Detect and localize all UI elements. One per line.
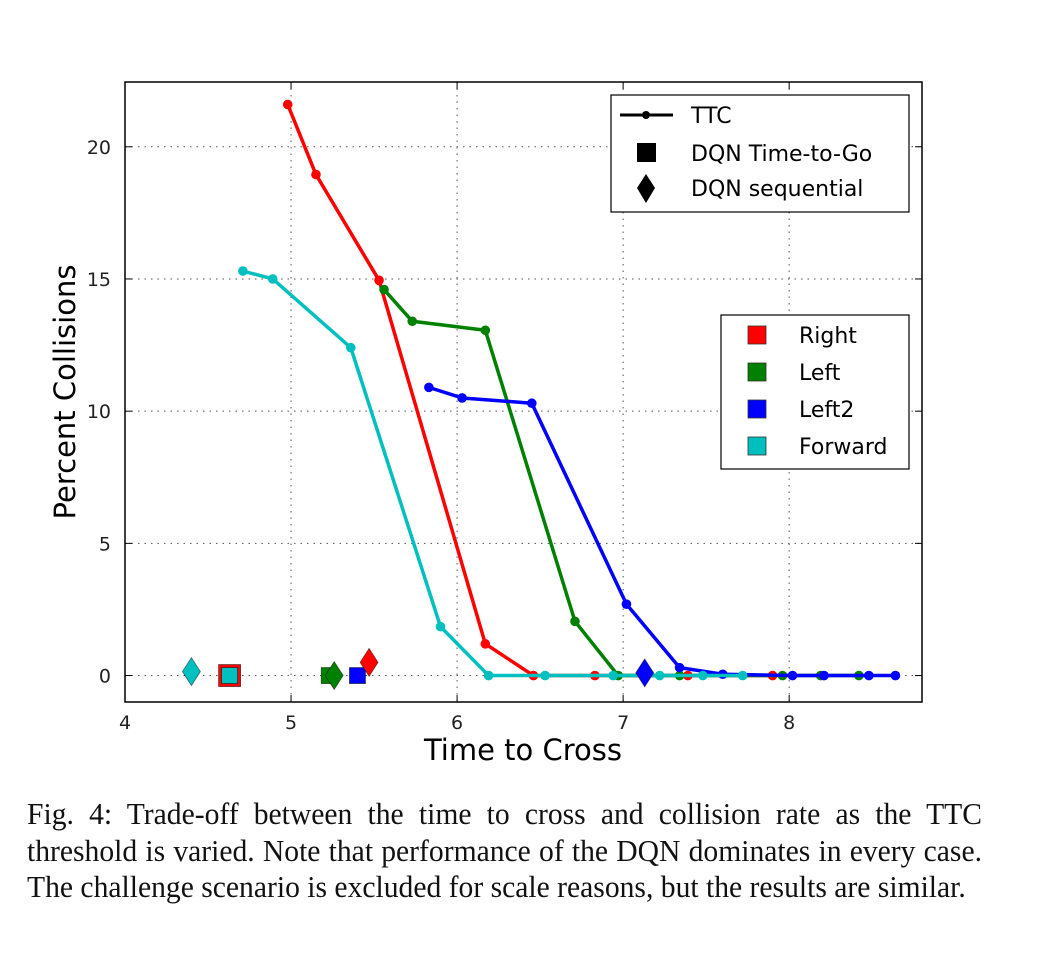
legend-label: Forward bbox=[799, 435, 887, 460]
dqn-sequential-marker-left bbox=[324, 660, 344, 691]
figure-caption: Fig. 4: Trade-off between the time to cr… bbox=[27, 796, 982, 906]
series-point bbox=[424, 382, 434, 393]
series-point bbox=[282, 99, 293, 110]
series-point bbox=[608, 670, 618, 681]
legend-scenarios: Right Left Left2 Forward bbox=[720, 314, 910, 470]
dqn-time-to-go-marker-forward bbox=[221, 667, 239, 684]
legend-item-line-dot: TTC bbox=[620, 104, 732, 129]
legend-item-forward: Forward bbox=[747, 435, 887, 460]
legend-item-left: Left bbox=[747, 361, 841, 386]
series-point bbox=[480, 325, 491, 336]
series-point bbox=[570, 616, 580, 627]
series-point bbox=[890, 670, 901, 681]
series-point bbox=[457, 393, 467, 403]
legend-markers: TTC DQN Time-to-Go DQN sequential bbox=[610, 94, 910, 213]
legend-label: DQN Time-to-Go bbox=[691, 142, 872, 167]
series-line bbox=[242, 269, 743, 678]
color-swatch-icon bbox=[747, 362, 767, 382]
y-tick-label: 10 bbox=[87, 401, 111, 423]
dqn-markers bbox=[181, 647, 655, 691]
series-point bbox=[311, 169, 321, 180]
legend-label: Left2 bbox=[799, 398, 854, 423]
x-tick-label: 8 bbox=[783, 712, 795, 734]
y-tick-label: 20 bbox=[87, 137, 111, 159]
square-icon bbox=[637, 143, 656, 162]
series-point bbox=[267, 274, 278, 284]
series-point bbox=[787, 670, 798, 681]
series-point bbox=[238, 266, 248, 276]
dqn-sequential-marker-right bbox=[359, 647, 379, 678]
color-swatch-icon bbox=[747, 399, 767, 419]
dqn-time-to-go-marker-left2 bbox=[349, 667, 366, 684]
x-axis-label: Time to Cross bbox=[423, 733, 622, 767]
series-point bbox=[379, 284, 389, 295]
series-point bbox=[621, 599, 632, 609]
y-axis-label: Percent Collisions bbox=[48, 265, 82, 520]
y-tick-label: 15 bbox=[87, 269, 111, 291]
legend-item-left2: Left2 bbox=[747, 398, 854, 423]
series-forward bbox=[238, 266, 748, 681]
caption-text: Fig. 4: Trade-off between the time to cr… bbox=[27, 796, 982, 904]
diamond-icon bbox=[637, 174, 655, 203]
series-point bbox=[483, 670, 494, 681]
legend-label: DQN sequential bbox=[691, 177, 863, 202]
color-swatch-icon bbox=[747, 325, 767, 345]
y-tick-label: 0 bbox=[99, 666, 111, 688]
x-tick-label: 5 bbox=[285, 712, 297, 734]
series-left2 bbox=[424, 382, 901, 681]
series-point bbox=[674, 662, 685, 673]
series-point bbox=[819, 670, 829, 681]
legend-label: TTC bbox=[690, 104, 732, 129]
legend-item-diamond: DQN sequential bbox=[637, 174, 863, 203]
series-point bbox=[864, 670, 874, 681]
series-point bbox=[407, 316, 418, 327]
series-point bbox=[654, 670, 665, 681]
series-point bbox=[346, 342, 356, 353]
legend-item-right: Right bbox=[747, 324, 857, 349]
line-dot-icon-point bbox=[642, 111, 650, 119]
series-point bbox=[540, 670, 550, 681]
series-lines bbox=[238, 99, 901, 681]
color-swatch-icon bbox=[747, 436, 767, 456]
x-tick-label: 6 bbox=[451, 712, 463, 734]
y-tick-label: 5 bbox=[99, 533, 111, 555]
series-point bbox=[435, 621, 446, 632]
x-tick-label: 7 bbox=[617, 712, 629, 734]
x-tick-label: 4 bbox=[119, 712, 131, 734]
legend-label: Right bbox=[799, 324, 857, 349]
legend-label: Left bbox=[799, 361, 841, 386]
legend-item-square: DQN Time-to-Go bbox=[637, 142, 872, 167]
series-point bbox=[527, 398, 537, 409]
series-point bbox=[698, 670, 708, 681]
series-point bbox=[480, 639, 491, 649]
chart: 4 5 6 7 8 0 5 10 15 20 Time to Cross Percent Coll… bbox=[48, 81, 923, 767]
plot-frame bbox=[124, 81, 923, 703]
series-line bbox=[428, 385, 896, 678]
axis-ticks: 4 5 6 7 8 0 5 10 15 20 bbox=[87, 82, 922, 734]
series-point bbox=[374, 275, 384, 286]
dqn-sequential-marker-forward bbox=[181, 656, 201, 687]
series-point bbox=[737, 670, 748, 681]
dqn-sequential-marker-left2 bbox=[635, 658, 655, 688]
